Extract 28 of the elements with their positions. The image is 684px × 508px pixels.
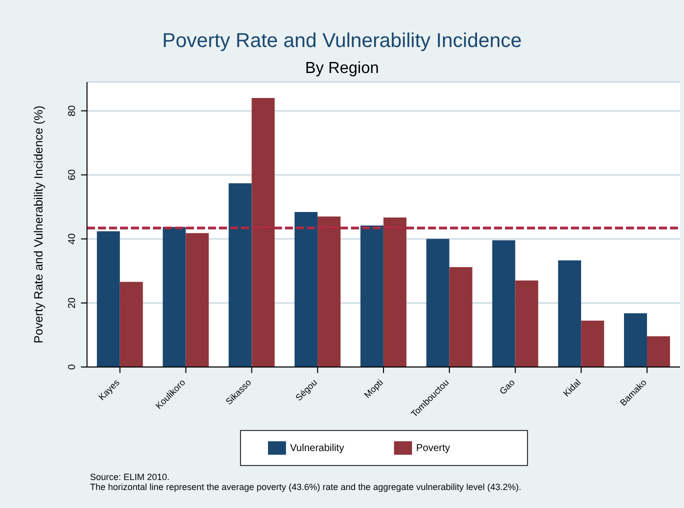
source-note: Source: ELIM 2010.: [90, 472, 171, 482]
text: The horizontal line represent the average poverty (43.6%) rate and the aggregate vulnerability level (43.2%).: [90, 482, 522, 492]
y-tick-label: 20: [67, 296, 78, 309]
legend-label: Vulnerability: [290, 442, 344, 454]
bar: [449, 267, 472, 367]
y-axis-title: Poverty Rate and Vulnerability Incidence (%): [31, 106, 46, 344]
bar: [96, 231, 120, 367]
legend-label: Poverty: [416, 442, 450, 454]
bar: [581, 320, 604, 367]
y-tick-label: 60: [67, 168, 78, 180]
bar: [186, 233, 209, 367]
y-tick-label: 80: [67, 104, 78, 116]
chart-subtitle: By Region: [304, 60, 380, 78]
bar: [360, 225, 384, 367]
bar: [492, 240, 516, 367]
bar: [120, 282, 143, 367]
y-tick-label: 0: [67, 364, 78, 370]
chart-title: Poverty Rate and Vulnerability Incidence: [161, 30, 523, 53]
bar: [426, 238, 450, 367]
bar: [162, 227, 186, 367]
x-tick-label: Gao: [498, 377, 517, 396]
bar: [228, 183, 252, 367]
bar: [624, 313, 647, 367]
bar: [558, 260, 582, 367]
bar: [515, 280, 538, 367]
bar: [294, 212, 318, 367]
bar: [646, 336, 670, 367]
y-tick-label: 40: [67, 232, 78, 244]
